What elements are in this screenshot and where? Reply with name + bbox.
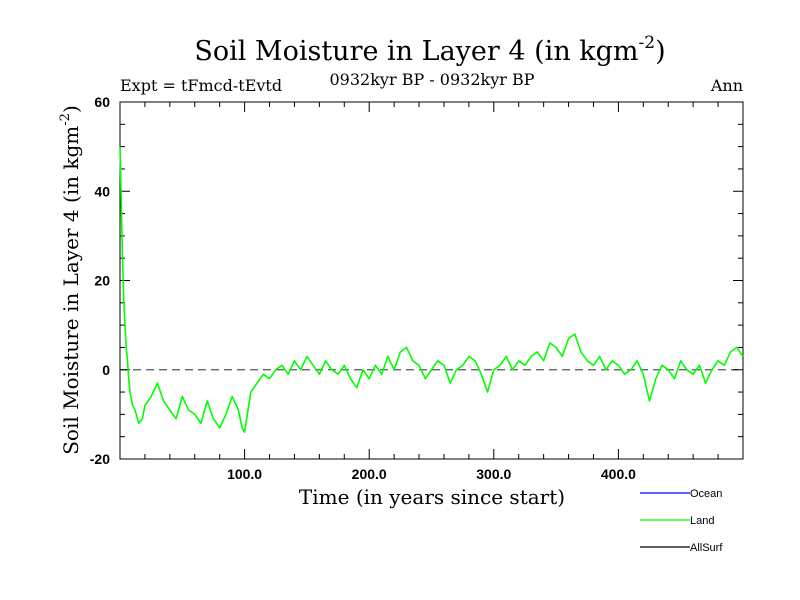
axis-tick-labels: 100.0 200.0 300.0 400.0 -20 0 20 40 60: [90, 94, 636, 482]
legend-label-ocean: Ocean: [690, 488, 722, 500]
subtitle-center: 0932kyr BP - 0932kyr BP: [330, 70, 535, 89]
subtitle-right: Ann: [710, 76, 743, 95]
axis-ticks: [120, 101, 743, 460]
y-tick-label: 60: [94, 94, 110, 110]
x-tick-label: 400.0: [601, 466, 636, 482]
y-tick-label: 20: [94, 273, 110, 289]
series-line-land: [119, 146, 744, 434]
x-tick-label: 200.0: [352, 466, 387, 482]
legend: Ocean Land AllSurf: [640, 488, 723, 554]
legend-label-allsurf: AllSurf: [690, 542, 723, 554]
y-tick-label: 0: [102, 362, 110, 378]
x-axis-label: Time (in years since start): [299, 485, 565, 509]
x-tick-label: 100.0: [227, 466, 262, 482]
series-lines: [119, 146, 744, 434]
subtitle-left: Expt = tFmcd-tEvtd: [120, 76, 282, 95]
y-tick-label: -20: [90, 451, 110, 467]
plot-frame: [119, 101, 744, 460]
chart-title: Soil Moisture in Layer 4 (in kgm-2): [194, 33, 665, 67]
legend-label-land: Land: [690, 515, 714, 527]
y-axis-label: Soil Moisture in Layer 4 (in kgm-2): [58, 105, 83, 455]
y-tick-label: 40: [94, 183, 110, 199]
x-tick-label: 300.0: [476, 466, 511, 482]
